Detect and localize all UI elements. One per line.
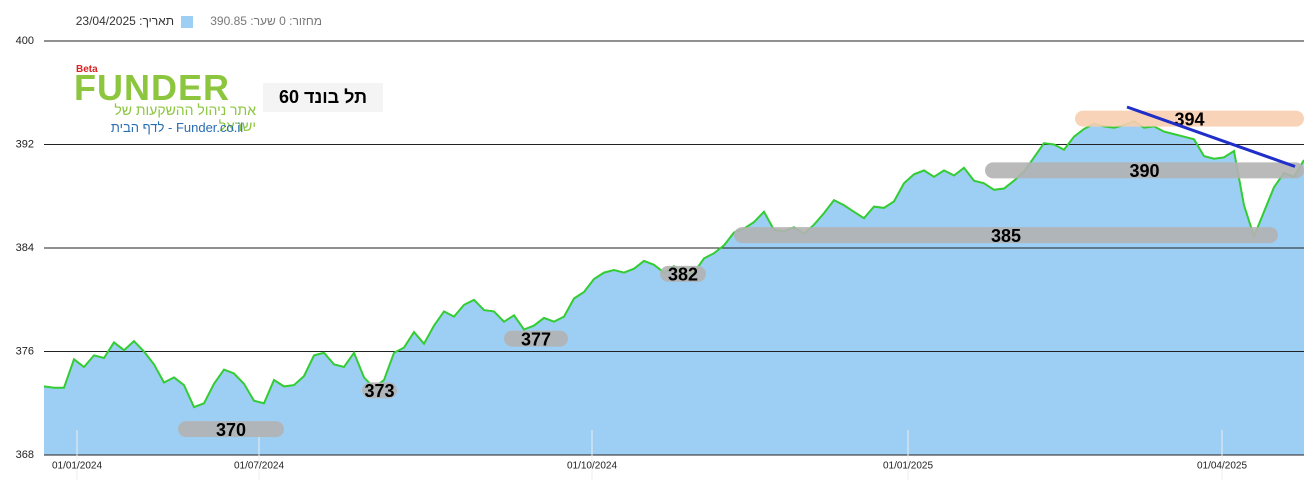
legend-text: מחזור: 0 שער: 390.85 — [210, 14, 322, 28]
x-tick-label: 01/01/2024 — [52, 461, 102, 472]
y-tick-label: 400 — [16, 35, 34, 47]
level-label: 394 — [1174, 109, 1204, 129]
logo-tagline: אתר ניהול ההשקעות של ישראל — [114, 102, 256, 134]
level-label: 390 — [1129, 161, 1159, 181]
legend-swatch — [181, 16, 193, 28]
y-tick-label: 392 — [16, 138, 34, 150]
y-tick-label: 384 — [16, 242, 34, 254]
y-tick-label: 376 — [16, 345, 34, 357]
level-label: 382 — [668, 265, 698, 285]
x-tick-label: 01/01/2025 — [883, 461, 933, 472]
level-label: 373 — [364, 381, 394, 401]
y-tick-label: 368 — [16, 449, 34, 461]
level-label: 370 — [216, 420, 246, 440]
area — [44, 121, 1304, 455]
logo-name: FUNDER — [74, 67, 230, 108]
header-date: תאריך: 23/04/2025 — [75, 14, 174, 28]
level-label: 377 — [521, 329, 551, 349]
level-label: 385 — [991, 226, 1021, 246]
chart-title: תל בונד 60 — [263, 83, 383, 112]
trendline — [1126, 105, 1296, 168]
logo-beta: Beta — [76, 64, 98, 75]
x-tick-label: 01/07/2024 — [234, 461, 284, 472]
logo-link[interactable]: Funder.co.il - לדף הבית — [110, 120, 244, 135]
x-tick-label: 01/04/2025 — [1197, 461, 1247, 472]
x-tick-label: 01/10/2024 — [567, 461, 617, 472]
